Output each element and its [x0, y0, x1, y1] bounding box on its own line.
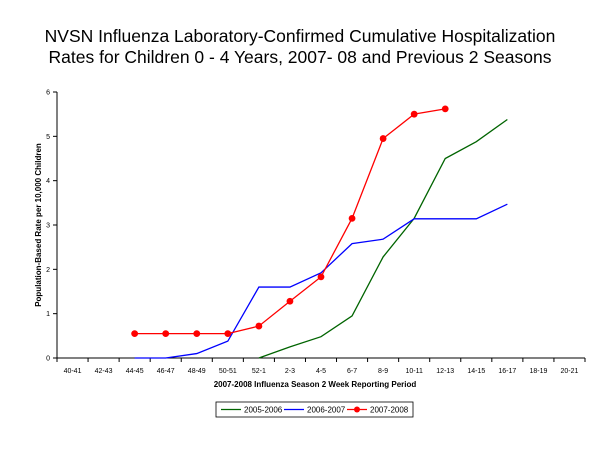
data-point-2007-2008 [131, 330, 139, 338]
x-tick-label: 16-17 [498, 368, 516, 375]
data-point-2007-2008 [410, 110, 418, 118]
data-point-2007-2008 [379, 135, 387, 142]
chart-title-line-1: NVSN Influenza Laboratory-Confirmed Cumu… [44, 26, 556, 46]
y-axis: 0 1 2 3 4 5 6 [46, 90, 57, 363]
data-point-2007-2008 [348, 214, 356, 222]
y-tick-label: 1 [46, 311, 50, 318]
y-tick-label: 6 [46, 90, 50, 97]
x-tick-label: 10-11 [405, 368, 422, 375]
y-tick-label: 5 [46, 134, 50, 141]
x-tick-label: 18-19 [529, 368, 547, 375]
x-tick-label: 52-1 [252, 368, 266, 375]
legend-marker-2007-2008 [354, 406, 360, 413]
x-tick-label: 4-5 [316, 368, 326, 375]
x-tick-label: 8-9 [378, 368, 388, 375]
data-point-2007-2008 [317, 273, 325, 281]
legend-label-2006-2007: 2006-2007 [307, 406, 346, 415]
x-tick-label: 42-43 [95, 368, 113, 375]
x-tick-label: 40-41 [64, 368, 82, 375]
x-axis: 40-41 42-43 44-45 46-47 48-49 50-51 52-1 2-3 4-5… [56, 358, 586, 375]
y-tick-label: 4 [46, 178, 50, 185]
data-point-2007-2008 [441, 105, 449, 113]
y-tick-label: 3 [46, 223, 50, 230]
x-tick-label: 20-21 [561, 368, 579, 375]
data-point-2007-2008 [224, 330, 232, 338]
x-tick-label: 14-15 [467, 368, 485, 375]
x-tick-label: 46-47 [157, 368, 175, 375]
y-tick-label: 2 [46, 267, 50, 274]
legend-label-2005-2006: 2005-2006 [244, 406, 283, 415]
legend: 2005-2006 2006-2007 2007-2008 [215, 401, 414, 418]
x-tick-label: 2-3 [285, 368, 295, 375]
data-point-2007-2008 [286, 297, 294, 305]
y-tick-label: 0 [46, 356, 50, 363]
data-point-2007-2008 [162, 330, 170, 338]
legend-box [215, 401, 414, 418]
series-group [131, 105, 508, 359]
x-axis-label: 2007-2008 Influenza Season 2 Week Report… [214, 380, 417, 389]
data-point-2007-2008 [193, 330, 201, 338]
series-line-2006-2007 [134, 203, 508, 359]
x-tick-label: 50-51 [219, 368, 237, 375]
series-line-2005-2006 [258, 118, 508, 359]
plot-area [56, 92, 585, 359]
chart-title: NVSN Influenza Laboratory-Confirmed Cumu… [0, 26, 600, 68]
x-tick-label: 12-13 [436, 368, 454, 375]
x-tick-label: 6-7 [347, 368, 357, 375]
x-tick-label: 44-45 [126, 368, 144, 375]
y-axis-label: Population-Based Rate per 10,000 Childre… [34, 143, 43, 307]
legend-label-2007-2008: 2007-2008 [370, 406, 409, 415]
chart-title-line-2: Rates for Children 0 - 4 Years, 2007- 08… [48, 47, 552, 67]
data-point-2007-2008 [255, 322, 263, 330]
x-tick-label: 48-49 [188, 368, 206, 375]
